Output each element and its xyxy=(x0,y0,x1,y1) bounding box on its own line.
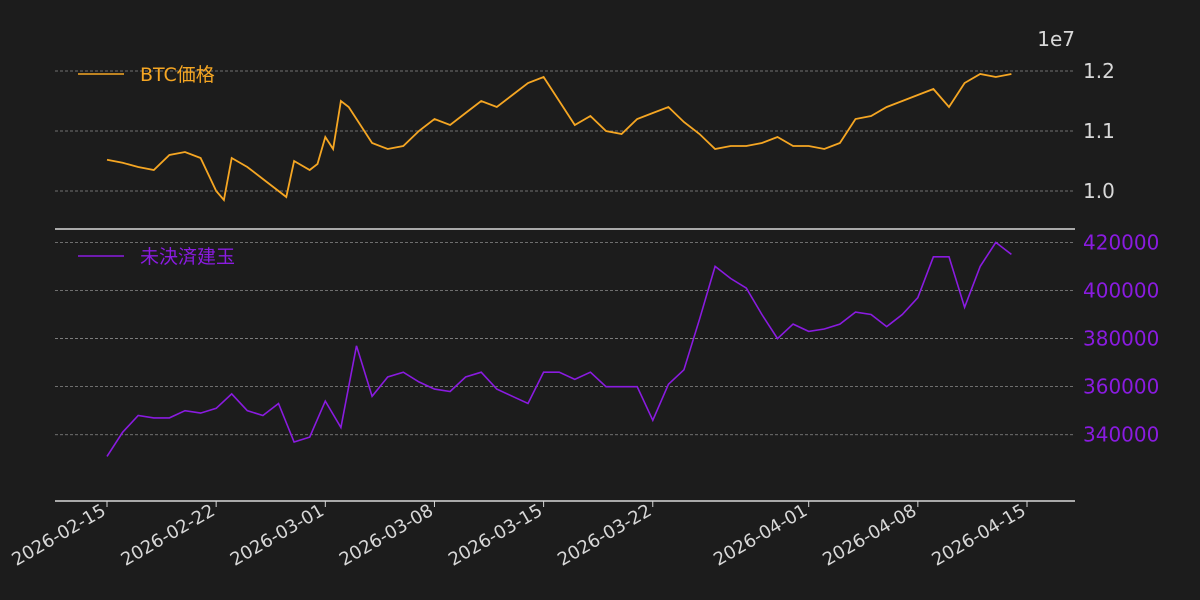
x-tick-label: 2026-02-22 xyxy=(118,500,219,570)
y-offset-label: 1e7 xyxy=(1037,27,1075,51)
x-tick-label: 2026-03-22 xyxy=(554,500,655,570)
y-tick-label: 1.0 xyxy=(1083,179,1115,203)
x-tick-label: 2026-04-15 xyxy=(928,500,1029,570)
x-axis-ticks: 2026-02-15 2026-02-22 2026-03-01 2026-03-08… xyxy=(8,500,1029,570)
y-tick-label: 340000 xyxy=(1083,423,1159,447)
open-interest-panel: 340000 360000 380000 400000 420000 未決済建玉 xyxy=(55,230,1159,457)
x-tick-label: 2026-02-15 xyxy=(8,500,109,570)
bottom-legend-label: 未決済建玉 xyxy=(140,246,235,268)
y-tick-label: 1.1 xyxy=(1083,119,1115,143)
top-y-ticks: 1.0 1.1 1.2 xyxy=(1083,59,1115,203)
open-interest-line xyxy=(106,241,1012,457)
x-tick-label: 2026-03-15 xyxy=(445,500,546,570)
x-tick-label: 2026-03-08 xyxy=(336,500,437,570)
x-tick-label: 2026-03-01 xyxy=(227,500,328,570)
bottom-grid xyxy=(55,242,1075,436)
y-tick-label: 380000 xyxy=(1083,327,1159,351)
y-tick-label: 1.2 xyxy=(1083,59,1115,83)
btc-price-line xyxy=(106,73,1012,203)
y-tick-label: 360000 xyxy=(1083,375,1159,399)
y-tick-label: 420000 xyxy=(1083,230,1159,254)
x-tick-label: 2026-04-08 xyxy=(819,500,920,570)
x-tick-label: 2026-04-01 xyxy=(710,500,811,570)
top-legend-label: BTC価格 xyxy=(140,64,215,86)
y-tick-label: 400000 xyxy=(1083,278,1159,302)
bottom-y-ticks: 340000 360000 380000 400000 420000 xyxy=(1083,230,1159,446)
btc-price-panel: 1.0 1.1 1.2 1e7 BTC価格 xyxy=(55,27,1115,203)
